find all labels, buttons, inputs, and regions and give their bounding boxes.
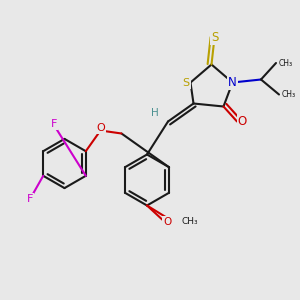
Text: CH₃: CH₃ xyxy=(279,58,293,68)
Text: S: S xyxy=(211,31,218,44)
Text: O: O xyxy=(96,123,105,133)
Text: F: F xyxy=(27,194,33,205)
Text: CH₃: CH₃ xyxy=(282,90,296,99)
Text: CH₃: CH₃ xyxy=(182,218,198,226)
Text: S: S xyxy=(182,77,190,88)
Text: H: H xyxy=(151,107,158,118)
Text: O: O xyxy=(238,115,247,128)
Text: N: N xyxy=(228,76,237,89)
Text: O: O xyxy=(163,217,171,227)
Text: F: F xyxy=(51,119,57,129)
